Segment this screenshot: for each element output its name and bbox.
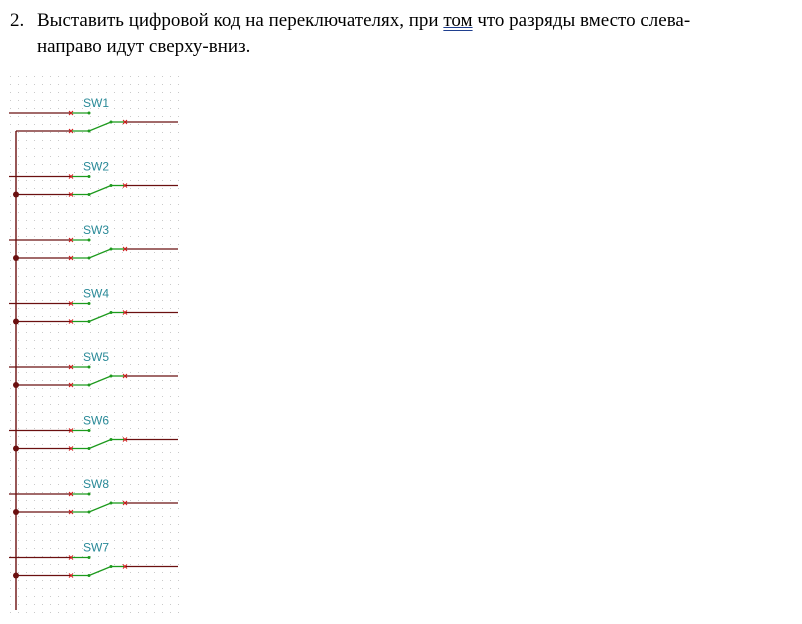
- pin-marker: [68, 382, 74, 388]
- task-line-2: направо идут сверху-вниз.: [37, 36, 251, 57]
- junction-dot: [13, 572, 19, 579]
- junction-dot: [13, 509, 19, 515]
- contact-dot: [87, 256, 91, 260]
- pin-marker: [122, 119, 128, 125]
- contact-dot: [109, 247, 113, 251]
- switch-sw6: SW6: [9, 414, 178, 452]
- schematic-grid: [10, 76, 179, 613]
- switch-lever: [88, 184, 112, 196]
- pin-marker: [68, 237, 74, 243]
- contact-dot: [87, 129, 91, 133]
- switch-lever: [88, 502, 112, 513]
- pin-marker: [122, 246, 128, 252]
- switch-lever: [88, 565, 112, 577]
- switch-array: SW1 SW2 SW3 SW4 SW5 SW6 SW8 SW7: [9, 96, 178, 579]
- contact-dot: [87, 492, 91, 496]
- switch-sw3: SW3: [9, 223, 178, 261]
- junction-dot: [13, 382, 19, 388]
- pin-marker: [68, 255, 74, 261]
- pin-marker: [68, 192, 74, 197]
- contact-dot: [87, 383, 91, 387]
- switch-label: SW6: [83, 414, 109, 428]
- switch-sw1: SW1: [9, 96, 178, 134]
- pin-marker: [68, 555, 74, 560]
- contact-dot: [87, 175, 91, 178]
- contact-dot: [87, 302, 91, 305]
- task-line-1-start: Выставить цифровой код на переключателях…: [37, 10, 444, 31]
- contact-dot: [87, 556, 91, 559]
- task-number: 2.: [10, 10, 25, 31]
- contact-dot: [87, 429, 91, 432]
- pin-marker: [68, 491, 74, 497]
- junction-dot: [13, 318, 19, 325]
- switch-sw5: SW5: [9, 350, 178, 388]
- pin-marker: [122, 437, 128, 442]
- contact-dot: [87, 238, 91, 242]
- task-line-1: Выставить цифровой код на переключателях…: [37, 8, 792, 34]
- contact-dot: [109, 565, 113, 568]
- pin-marker: [68, 446, 74, 451]
- contact-dot: [109, 184, 113, 187]
- pin-marker: [68, 573, 74, 578]
- switch-label: SW3: [83, 223, 109, 237]
- switch-sw7: SW7: [9, 541, 178, 579]
- pin-marker: [68, 110, 74, 116]
- switch-lever: [88, 311, 112, 323]
- pin-marker: [68, 301, 74, 306]
- junction-dot: [13, 445, 19, 452]
- switch-sw8: SW8: [9, 477, 178, 515]
- switch-label: SW7: [83, 541, 109, 555]
- pin-marker: [122, 183, 128, 188]
- pin-marker: [68, 174, 74, 179]
- switch-label: SW4: [83, 287, 109, 301]
- switch-lever: [88, 121, 112, 132]
- junction-dot: [13, 255, 19, 261]
- contact-dot: [87, 574, 91, 577]
- task-line-1-end: что разряды вместо слева-: [472, 10, 691, 31]
- switch-label: SW2: [83, 160, 109, 174]
- contact-dot: [87, 320, 91, 323]
- pin-marker: [68, 428, 74, 433]
- switch-label: SW5: [83, 350, 109, 364]
- switch-sw4: SW4: [9, 287, 178, 325]
- marked-word: том: [443, 10, 473, 31]
- switch-lever: [88, 438, 112, 450]
- switch-lever: [88, 375, 112, 386]
- pin-marker: [68, 128, 74, 134]
- switch-schematic: SW1 SW2 SW3 SW4 SW5 SW6 SW8 SW7: [9, 76, 179, 613]
- contact-dot: [87, 447, 91, 450]
- pin-marker: [68, 509, 74, 515]
- contact-dot: [87, 111, 91, 115]
- pin-marker: [122, 310, 128, 315]
- switch-label: SW1: [83, 96, 109, 110]
- contact-dot: [109, 501, 113, 505]
- switch-lever: [88, 248, 112, 259]
- contact-dot: [109, 311, 113, 314]
- contact-dot: [109, 120, 113, 124]
- switch-sw2: SW2: [9, 160, 178, 198]
- pin-marker: [122, 564, 128, 569]
- pin-marker: [68, 319, 74, 324]
- contact-dot: [109, 374, 113, 378]
- contact-dot: [87, 193, 91, 196]
- task-body: Выставить цифровой код на переключателях…: [37, 8, 792, 60]
- contact-dot: [87, 510, 91, 514]
- junction-dot: [13, 191, 19, 198]
- contact-dot: [87, 365, 91, 369]
- pin-marker: [122, 500, 128, 506]
- contact-dot: [109, 438, 113, 441]
- pin-marker: [122, 373, 128, 379]
- switch-label: SW8: [83, 477, 109, 491]
- pin-marker: [68, 364, 74, 370]
